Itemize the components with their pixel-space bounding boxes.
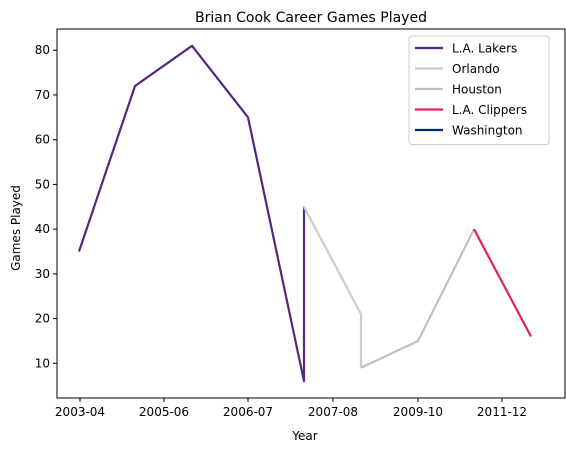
y-tick-label: 50 [35,177,50,191]
y-axis: 10 20 30 40 50 60 70 80 [35,43,57,370]
y-tick-label: 70 [35,88,50,102]
legend-box [408,35,550,145]
y-tick-label: 30 [35,267,50,281]
series-line-3 [473,228,532,338]
x-tick-label: 2003-04 [55,405,105,419]
legend-label: Washington [452,124,523,138]
x-axis: 2003-04 2005-06 2006-07 2007-08 2009-10 2011-… [55,398,527,419]
y-tick-label: 80 [35,43,50,57]
legend: L.A. Lakers Orlando Houston L.A. Clippers Wa… [408,35,550,145]
y-axis-label: Games Played [9,185,23,271]
y-tick-label: 40 [35,222,50,236]
legend-label: Houston [452,83,502,97]
series-line-0 [77,44,306,383]
x-axis-label: Year [291,429,317,443]
series-line-2 [360,228,475,369]
x-tick-label: 2009-10 [393,405,443,419]
series-line-1 [303,206,363,368]
series-lines [77,44,532,383]
legend-label: Orlando [452,62,500,76]
y-tick-label: 10 [35,356,50,370]
plot-area [56,28,566,399]
legend-label: L.A. Clippers [452,103,527,117]
y-tick-label: 20 [35,312,50,326]
chart-title: Brian Cook Career Games Played [195,10,427,26]
x-tick-label: 2011-12 [477,405,527,419]
y-tick-label: 60 [35,133,50,147]
x-tick-label: 2005-06 [139,405,189,419]
legend-label: L.A. Lakers [452,42,517,56]
x-tick-label: 2007-08 [308,405,358,419]
x-tick-label: 2006-07 [223,405,273,419]
